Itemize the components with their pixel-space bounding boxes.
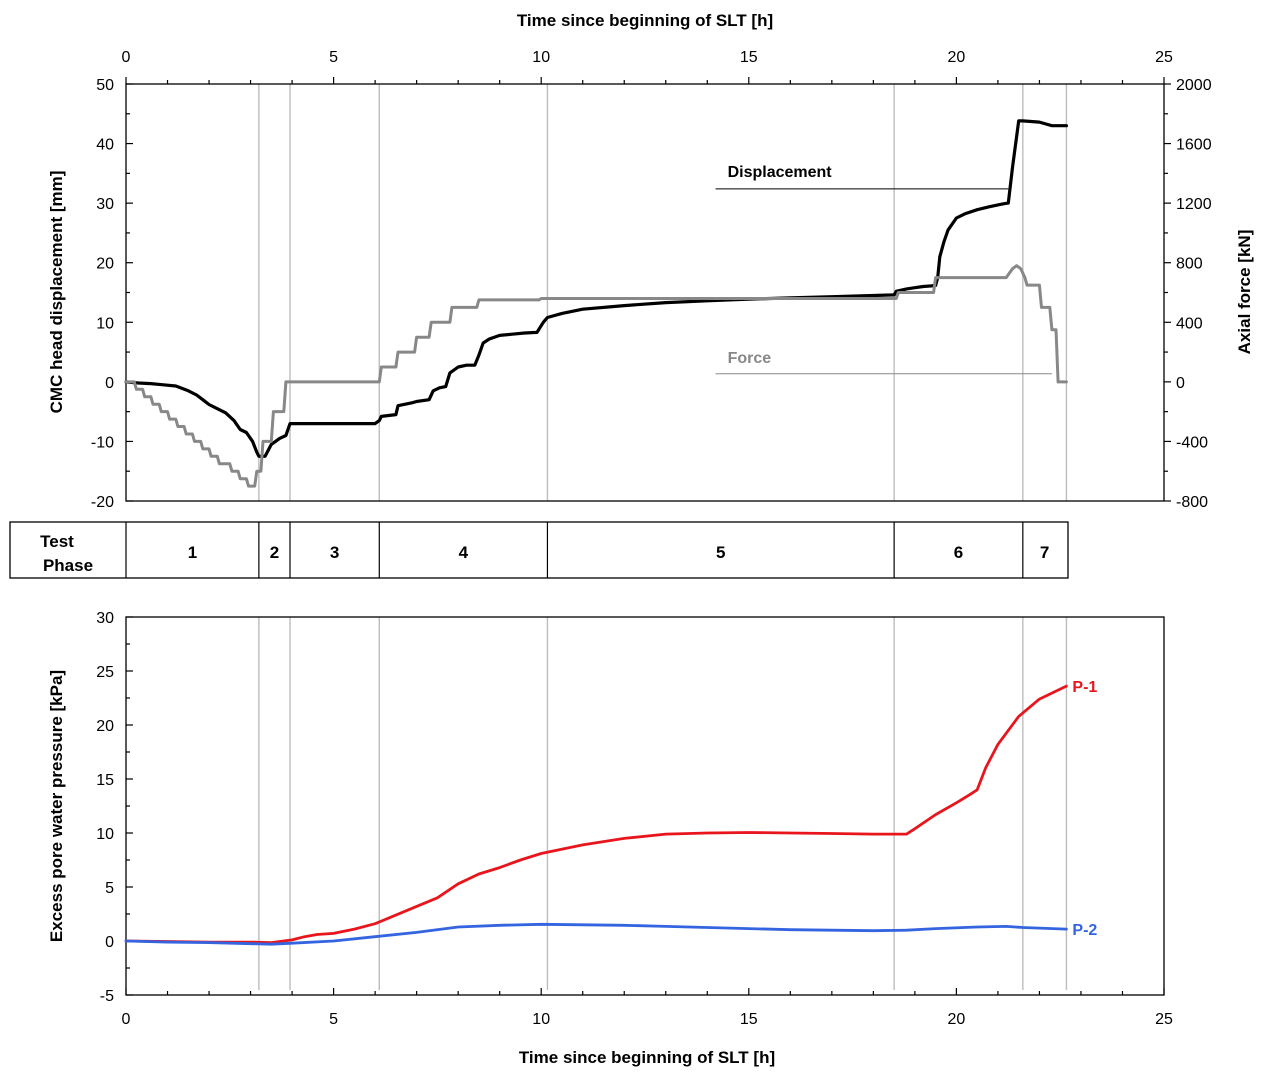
bottom-series-p-2 bbox=[124, 922, 1068, 946]
bottom-left-ytick-label: -5 bbox=[100, 988, 114, 1005]
top-right-ytick-label: -800 bbox=[1176, 494, 1208, 511]
phase-cell-4: 4 bbox=[459, 543, 469, 562]
bottom-left-ytick-label: 0 bbox=[105, 934, 114, 951]
bottom-x-axis-label: Time since beginning of SLT [h] bbox=[519, 1048, 775, 1067]
bottom-xtick-label: 20 bbox=[948, 1011, 966, 1028]
top-left-ytick-label: 30 bbox=[96, 196, 114, 213]
label-p-1: P-1 bbox=[1072, 679, 1097, 696]
test-phase-table: 1 2 3 4 5 6 7 Test Phase bbox=[9, 521, 1069, 579]
bottom-left-ytick-label: 30 bbox=[96, 610, 114, 627]
bottom-xtick-label: 10 bbox=[532, 1011, 550, 1028]
bottom-left-ytick-label: 15 bbox=[96, 772, 114, 789]
top-xtick-label: 10 bbox=[532, 49, 550, 66]
top-left-ytick-label: 10 bbox=[96, 315, 114, 332]
top-xtick-label: 15 bbox=[740, 49, 758, 66]
phase-table-header-line1: Test bbox=[40, 532, 74, 551]
top-series-force bbox=[124, 264, 1068, 488]
phase-cell-3: 3 bbox=[330, 543, 339, 562]
displacement-annotation: Displacement bbox=[728, 164, 833, 181]
phase-cell-2: 2 bbox=[270, 543, 279, 562]
top-left-ytick-label: -20 bbox=[91, 494, 114, 511]
top-left-ytick-label: 20 bbox=[96, 256, 114, 273]
phase-cell-6: 6 bbox=[954, 543, 963, 562]
top-chart: 0 5 10 15 20 25 -20 -10 0 10 20 30 40 50 -800 -400 0 400 8… bbox=[47, 11, 1254, 511]
bottom-left-ytick-label: 25 bbox=[96, 664, 114, 681]
label-p-2: P-2 bbox=[1072, 922, 1097, 939]
bottom-left-ytick-label: 20 bbox=[96, 718, 114, 735]
top-xtick-label: 0 bbox=[122, 49, 131, 66]
bottom-y-axis-label: Excess pore water pressure [kPa] bbox=[47, 670, 66, 942]
bottom-chart: 0 5 10 15 20 25 -5 0 5 10 15 20 25 30 P-1 P-2 Time sin… bbox=[47, 610, 1173, 1067]
top-xtick-label: 5 bbox=[329, 49, 338, 66]
bottom-xtick-label: 15 bbox=[740, 1011, 758, 1028]
bottom-xtick-label: 25 bbox=[1155, 1011, 1173, 1028]
bottom-plot-frame bbox=[125, 616, 1165, 996]
top-x-axis-label: Time since beginning of SLT [h] bbox=[517, 11, 773, 30]
top-xtick-label: 25 bbox=[1155, 49, 1173, 66]
top-annotations: Displacement Force bbox=[715, 164, 1052, 375]
top-left-ytick-label: 50 bbox=[96, 77, 114, 94]
top-series-displacement bbox=[124, 119, 1069, 458]
bottom-xtick-label: 0 bbox=[122, 1011, 131, 1028]
top-series bbox=[124, 119, 1069, 488]
bottom-series bbox=[124, 684, 1068, 946]
top-right-ytick-label: 800 bbox=[1176, 256, 1203, 273]
force-annotation: Force bbox=[728, 350, 772, 367]
top-right-ytick-label: -400 bbox=[1176, 434, 1208, 451]
bottom-phase-boundary-lines bbox=[258, 617, 1068, 990]
bottom-left-ytick-label: 10 bbox=[96, 826, 114, 843]
top-right-ytick-label: 400 bbox=[1176, 315, 1203, 332]
bottom-series-labels: P-1 P-2 bbox=[1072, 679, 1097, 939]
top-right-ytick-label: 1200 bbox=[1176, 196, 1212, 213]
top-y-axis-label: CMC head displacement [mm] bbox=[47, 171, 66, 414]
phase-cell-7: 7 bbox=[1040, 543, 1049, 562]
top-left-ytick-label: 40 bbox=[96, 137, 114, 154]
bottom-left-ytick-label: 5 bbox=[105, 880, 114, 897]
phase-table-header-line2: Phase bbox=[43, 556, 93, 575]
top-left-ytick-label: -10 bbox=[91, 434, 114, 451]
bottom-xtick-label: 5 bbox=[329, 1011, 338, 1028]
bottom-series-p-1 bbox=[124, 684, 1068, 944]
top-left-ytick-label: 0 bbox=[105, 375, 114, 392]
bottom-ticks: 0 5 10 15 20 25 -5 0 5 10 15 20 25 30 bbox=[96, 610, 1173, 1028]
phase-table-frame bbox=[9, 521, 1069, 579]
top-xtick-label: 20 bbox=[948, 49, 966, 66]
phase-cell-5: 5 bbox=[716, 543, 725, 562]
top-phase-boundary-lines bbox=[258, 84, 1068, 501]
top-y2-axis-label: Axial force [kN] bbox=[1235, 230, 1254, 355]
phase-cells: 1 2 3 4 5 6 7 bbox=[125, 522, 1049, 578]
top-ticks: 0 5 10 15 20 25 -20 -10 0 10 20 30 40 50 -800 -400 0 400 8… bbox=[91, 49, 1212, 511]
phase-cell-1: 1 bbox=[188, 543, 197, 562]
top-right-ytick-label: 0 bbox=[1176, 375, 1185, 392]
top-right-ytick-label: 1600 bbox=[1176, 137, 1212, 154]
top-right-ytick-label: 2000 bbox=[1176, 77, 1212, 94]
